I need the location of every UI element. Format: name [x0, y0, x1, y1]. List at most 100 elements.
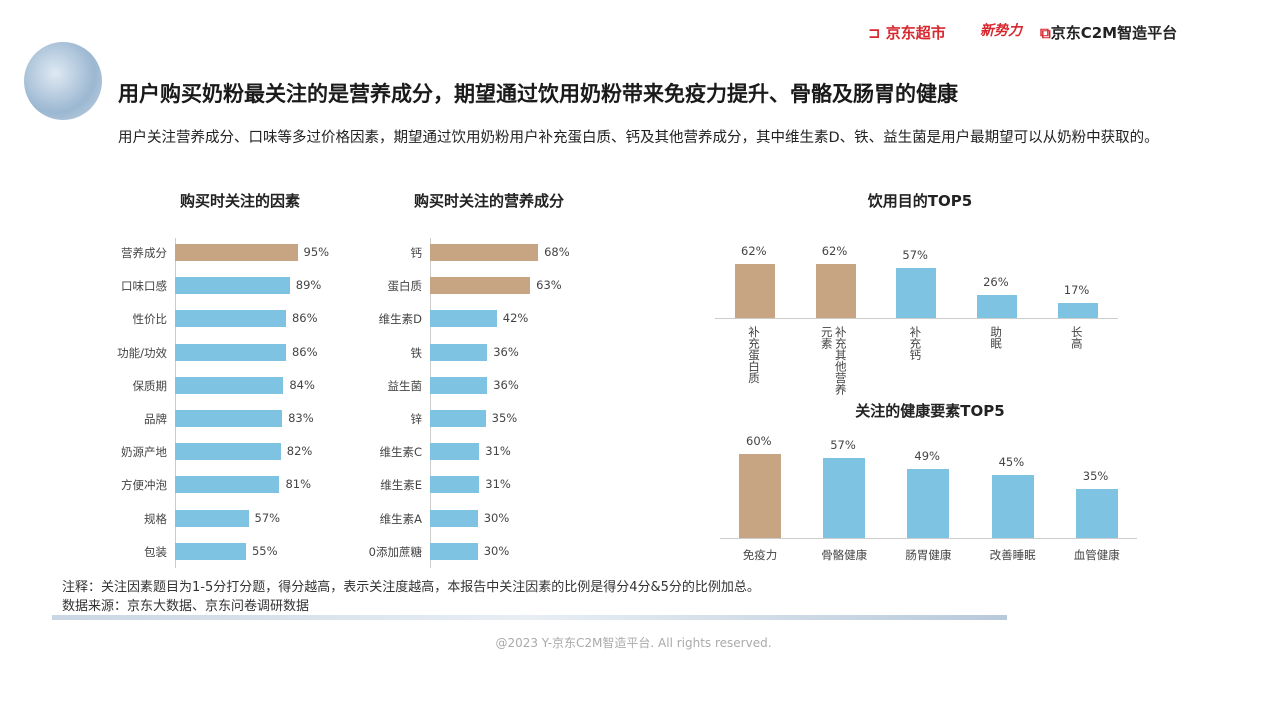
data-label: 83% [288, 411, 314, 425]
bar [175, 509, 249, 527]
category-label: 维生素E [380, 478, 422, 493]
category-label: 骨骼健康 [821, 548, 868, 562]
bar [175, 277, 290, 295]
data-label: 82% [286, 444, 313, 459]
category-label: 补充蛋白质 [747, 326, 761, 384]
data-label: 86% [291, 311, 318, 326]
chart-title: 购买时关注的因素 [179, 192, 301, 210]
decorative-image [24, 42, 102, 120]
data-label: 31% [485, 444, 511, 459]
category-label: 补充钙 [908, 326, 923, 361]
data-label: 57% [902, 248, 928, 263]
bar [430, 476, 480, 494]
note-text: 注释：关注因素题目为1-5分打分题，得分越高，表示关注度越高，本报告中关注因素的… [62, 580, 760, 595]
chart-title: 购买时关注的营养成分 [413, 192, 565, 210]
category-label: 肠胃健康 [905, 548, 952, 562]
category-label: 保质期 [132, 378, 168, 393]
notes: 注释：关注因素题目为1-5分打分题，得分越高，表示关注度越高，本报告中关注因素的… [62, 578, 760, 616]
y-axis [175, 238, 176, 568]
data-label: 35% [491, 411, 518, 425]
category-label: 功能/功效 [117, 345, 167, 360]
bar [430, 443, 480, 461]
data-label: 35% [1082, 469, 1109, 483]
bar [896, 268, 937, 318]
data-label: 30% [483, 543, 510, 558]
data-label: 95% [303, 245, 330, 259]
y-axis [430, 238, 431, 568]
bar [977, 295, 1018, 318]
chart-title: 关注的健康要素TOP5 [855, 402, 1005, 420]
bar [907, 469, 950, 538]
bar [1057, 303, 1098, 318]
category-label: 营养成分 [121, 246, 167, 260]
bar [1075, 489, 1118, 538]
bar [823, 458, 866, 538]
c2m-logo: ⧉京东C2M智造平台 [1040, 24, 1178, 42]
data-label: 62% [821, 244, 848, 259]
bar [175, 476, 280, 494]
decorative-strip [52, 615, 1007, 620]
category-label: 维生素C [379, 445, 422, 460]
bar [175, 310, 286, 328]
data-label: 60% [746, 434, 772, 448]
category-label: 维生素D [378, 312, 422, 327]
data-label: 57% [830, 438, 856, 453]
category-label: 补充其他营养元素 [819, 326, 848, 395]
category-label: 品牌 [144, 412, 167, 426]
category-label: 改善睡眠 [989, 548, 1036, 562]
bar [175, 244, 298, 261]
category-label: 血管健康 [1073, 548, 1120, 562]
bar [175, 542, 246, 560]
bar [175, 443, 281, 461]
category-label: 口味口感 [121, 279, 167, 294]
page-title: 用户购买奶粉最关注的是营养成分，期望通过饮用奶粉带来免疫力提升、骨骼及肠胃的健康 [118, 82, 958, 106]
data-label: 36% [493, 377, 519, 392]
bar [175, 410, 283, 427]
category-label: 奶源产地 [121, 445, 167, 460]
bar [430, 244, 539, 261]
data-label: 45% [998, 455, 1025, 469]
data-label: 26% [983, 275, 1009, 290]
bar [430, 277, 531, 295]
bar [430, 410, 486, 427]
category-label: 锌 [410, 412, 423, 426]
data-label: 62% [741, 244, 767, 259]
data-label: 89% [295, 278, 322, 293]
bar [739, 454, 781, 538]
data-label: 84% [289, 377, 315, 392]
category-label: 免疫力 [742, 548, 778, 562]
bar [175, 343, 286, 361]
bar [430, 343, 488, 361]
category-label: 方便冲泡 [121, 478, 167, 493]
footer-copyright: @2023 Y-京东C2M智造平台. All rights reserved. [495, 636, 772, 650]
data-label: 55% [251, 543, 278, 558]
data-label: 81% [285, 477, 312, 492]
data-label: 49% [914, 449, 940, 464]
bar [815, 264, 856, 318]
category-label: 规格 [144, 511, 167, 526]
data-label: 36% [493, 344, 519, 359]
bar [735, 264, 775, 318]
data-label: 86% [291, 344, 318, 359]
category-label: 0添加蔗糖 [368, 544, 422, 559]
data-label: 30% [483, 510, 510, 525]
bar [430, 376, 488, 394]
category-label: 益生菌 [387, 378, 423, 393]
category-label: 长高 [1069, 326, 1084, 349]
bar [991, 475, 1034, 538]
chart-title: 饮用目的TOP5 [867, 192, 973, 210]
data-label: 63% [536, 278, 562, 293]
bar [430, 310, 497, 328]
data-label: 17% [1063, 283, 1090, 298]
data-label: 42% [502, 311, 529, 326]
bar [175, 376, 284, 394]
page-description: 用户关注营养成分、口味等多过价格因素，期望通过饮用奶粉用户补充蛋白质、钙及其他营… [118, 130, 1159, 146]
category-label: 性价比 [132, 312, 168, 327]
jd-supermarket-logo: ⊐ 京东超市 [868, 24, 946, 42]
category-label: 助眠 [989, 326, 1004, 349]
data-label: 31% [485, 477, 511, 492]
new-power-logo: 新势力 [980, 23, 1022, 39]
category-label: 钙 [410, 246, 423, 260]
x-axis [720, 538, 1137, 539]
category-label: 包装 [144, 544, 167, 559]
